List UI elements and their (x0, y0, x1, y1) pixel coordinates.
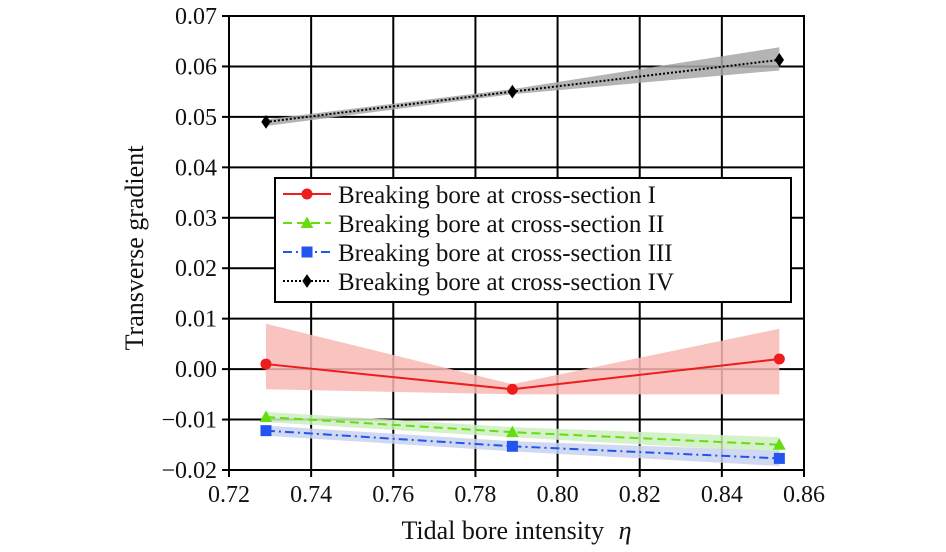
x-axis-title: Tidal bore intensity η (401, 516, 631, 545)
x-tick-label: 0.72 (208, 482, 250, 508)
legend-marker (300, 216, 314, 228)
y-tick-label: 0.04 (175, 155, 217, 181)
x-tick-label: 0.76 (372, 482, 414, 508)
y-tick-label: 0.03 (175, 206, 217, 232)
uncertainty-band (265, 47, 780, 126)
x-tick-label: 0.78 (454, 482, 496, 508)
data-point (773, 452, 785, 464)
x-tick-label: 0.86 (783, 482, 825, 508)
y-tick-label: 0.06 (175, 54, 217, 80)
data-point (506, 440, 518, 452)
y-axis-title: Transverse gradient (120, 145, 149, 351)
axis-ticks: 0.72 0.74 0.76 0.78 0.80 0.82 0.84 0.86 0.07 0.06… (161, 4, 825, 508)
y-tick-label: 0.01 (175, 307, 217, 333)
y-tick-label: −0.02 (161, 458, 217, 484)
x-axis-title-text: Tidal bore intensity (401, 516, 604, 545)
y-tick-label: 0.07 (175, 4, 217, 30)
x-axis-title-symbol: η (619, 516, 632, 545)
plot-frame (228, 15, 805, 471)
data-point (261, 115, 271, 129)
y-tick-label: 0.02 (175, 256, 217, 282)
legend-label: Breaking bore at cross-section III (338, 240, 673, 267)
x-tick-label: 0.74 (290, 482, 332, 508)
data-point (506, 425, 519, 438)
data-point (773, 438, 786, 450)
y-tick-label: 0.00 (175, 357, 217, 383)
uncertainty-band (265, 425, 780, 466)
uncertainty-band (265, 323, 780, 395)
data-point (506, 383, 518, 395)
legend-marker (302, 274, 312, 288)
series-line (265, 429, 780, 460)
data-point (260, 358, 272, 370)
y-tick-label: 0.05 (175, 105, 217, 131)
data-point (507, 84, 518, 99)
data-point (773, 353, 785, 365)
legend-marker (301, 188, 313, 200)
legend-label: Breaking bore at cross-section II (338, 211, 664, 238)
series-markers (259, 53, 786, 464)
y-tick-label: −0.01 (161, 408, 217, 434)
x-tick-label: 0.84 (701, 482, 743, 508)
data-point (259, 410, 273, 422)
data-point (260, 425, 272, 437)
legend-marker (301, 246, 313, 258)
x-tick-label: 0.82 (619, 482, 661, 508)
legend-label: Breaking bore at cross-section I (338, 182, 656, 209)
legend-label: Breaking bore at cross-section IV (338, 269, 674, 296)
data-point (774, 53, 785, 67)
x-tick-label: 0.80 (537, 482, 579, 508)
legend: Breaking bore at cross-section IBreaking… (274, 177, 792, 303)
legend-box (274, 177, 792, 303)
